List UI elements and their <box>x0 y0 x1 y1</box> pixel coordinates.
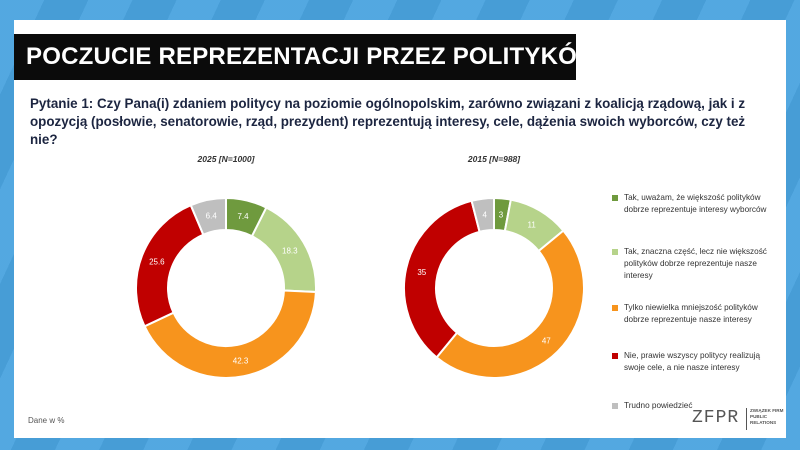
donut-chart-2015: 3 11 47 35 4 <box>403 196 585 379</box>
page-title: POCZUCIE REPREZENTACJI PRZEZ POLITYKÓW <box>26 43 600 70</box>
legend-label: Tylko niewielka mniejszość polityków dob… <box>624 303 758 324</box>
legend-swatch <box>612 403 618 409</box>
donut-label: 11 <box>528 220 537 229</box>
donut-chart-2025: 7.4 18.3 42.3 25.6 6.4 <box>135 196 317 379</box>
legend-label: Tak, uważam, że większość polityków dobr… <box>624 193 767 214</box>
legend-label: Tak, znaczna część, lecz nie większość p… <box>624 247 767 280</box>
donut-label: 47 <box>542 336 551 345</box>
donut-slice-25-6 <box>135 203 205 328</box>
title-bar: POCZUCIE REPREZENTACJI PRZEZ POLITYKÓW <box>14 34 600 80</box>
donut-slice-4 <box>470 196 495 234</box>
donut-slice-42-3 <box>143 289 317 379</box>
legend-swatch <box>612 305 618 311</box>
slide-card: POCZUCIE REPREZENTACJI PRZEZ POLITYKÓW P… <box>14 20 786 438</box>
question-text: Pytanie 1: Czy Pana(i) zdaniem politycy … <box>30 96 746 147</box>
chart-title-2015: 2015 [N=988] <box>467 154 521 164</box>
donut-label: 25.6 <box>149 258 165 267</box>
donut-label: 4 <box>482 211 487 220</box>
donut-label: 18.3 <box>282 247 298 256</box>
logo-mark: ZFPR <box>692 408 740 428</box>
donut-slice-35 <box>403 199 481 359</box>
zfpr-logo: ZFPR ZWIĄZEK FIRM PUBLIC RELATIONS <box>692 406 786 432</box>
data-note: Dane w % <box>28 416 65 425</box>
donut-slice-47 <box>435 229 585 379</box>
donut-label: 7.4 <box>237 212 249 221</box>
legend-label: Nie, prawie wszyscy politycy realizują s… <box>624 351 761 372</box>
donut-slice-6-4 <box>189 196 227 236</box>
chart-title-2025: 2025 [N=1000] <box>197 154 255 164</box>
donut-label: 3 <box>499 210 504 219</box>
legend-label: Trudno powiedzieć <box>624 401 693 410</box>
donut-label: 6.4 <box>206 211 218 220</box>
legend-swatch <box>612 249 618 255</box>
legend-swatch <box>612 353 618 359</box>
donut-label: 35 <box>417 268 426 277</box>
logo-divider <box>746 408 747 430</box>
legend-swatch <box>612 195 618 201</box>
logo-tagline: ZWIĄZEK FIRM PUBLIC RELATIONS <box>750 408 784 425</box>
donut-label: 42.3 <box>233 357 249 366</box>
